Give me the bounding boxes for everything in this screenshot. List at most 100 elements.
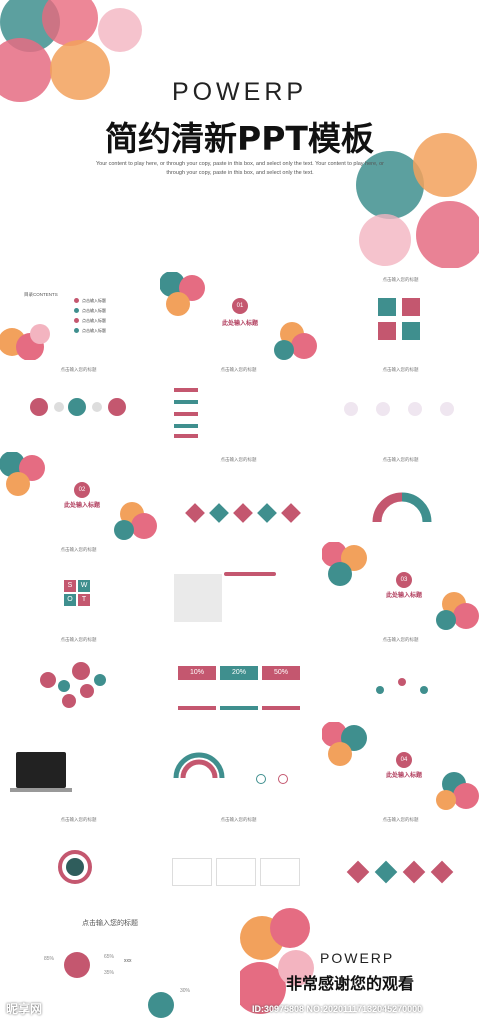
percent-cell: 10% [178,666,216,680]
circle-node [108,398,126,416]
flower-cluster-top-left [0,0,142,102]
slide-percent-table[interactable]: 10% 20% 50% [160,632,317,720]
slide-cycle[interactable]: 点击输入您的标题 [0,812,157,900]
slide-section-02[interactable]: 02 此处输入标题 [0,452,157,540]
section-number: 04 [396,752,412,768]
diamond-icon [402,860,426,884]
hero-title: 简约清新PPT模板 [105,119,374,158]
hex-icon [344,402,358,416]
timeline-node [398,678,406,686]
toc-item[interactable]: 点击输入标题 [82,298,106,303]
slide-diamond-icons[interactable]: 点击输入您的标题 [322,812,479,900]
icon-tile [378,298,396,316]
slide-photo[interactable] [160,542,317,630]
title-bar [224,572,276,576]
bar-item [174,400,198,404]
slide-title: 点击输入您的标题 [220,817,257,822]
flower-cluster [0,452,45,496]
circle-node [30,398,48,416]
slide-arc-chart[interactable]: 点击输入您的标题 [322,452,479,540]
circle-node [54,402,64,412]
thanks-title: 非常感谢您的观看 [286,974,415,993]
diamond-icon [430,860,454,884]
slide-thanks[interactable]: POWERP 非常感谢您的观看 [240,908,479,1024]
bubble [58,680,70,692]
diamond-icon [374,860,398,884]
table-footer [220,706,258,710]
toc-dot [74,298,79,303]
slide-icons-grid[interactable]: 点击输入您的标题 [322,272,479,360]
hex-icon [440,402,454,416]
slide-title: 点击输入您的标题 [220,367,257,372]
slide-bottom-chart[interactable]: 点击输入您的标题 85% 65% 35% 30% xxx [0,908,238,1024]
flower-cluster [322,722,367,766]
flower-cluster [322,542,367,586]
toc-item[interactable]: 点击输入标题 [82,318,106,323]
circle-node [68,398,86,416]
chart-circle [148,992,174,1018]
swot-o: O [64,594,76,606]
slide-diamonds[interactable]: 点击输入您的标题 [160,452,317,540]
rainbow-chart [173,752,225,779]
cycle-ring [58,850,92,884]
percent-label: 65% [104,954,115,960]
slide-bubbles[interactable]: 点击输入您的标题 [0,632,157,720]
circle-node [92,402,102,412]
bar-item [174,424,198,428]
timeline-node [420,686,428,694]
percent-label: 35% [104,970,115,976]
diamond-node [233,503,253,523]
info-box [216,858,256,886]
slide-rainbow[interactable] [160,722,317,810]
laptop-base [10,788,72,792]
bar-item [174,434,198,438]
percent-cell: 50% [262,666,300,680]
briefcase-circle [64,952,90,978]
slide-section-04[interactable]: 04 此处输入标题 [322,722,479,810]
flower-cluster [114,502,157,540]
slide-title: 点击输入您的标题 [382,457,419,462]
slide-section-01[interactable]: 01 此处输入标题 [160,272,317,360]
cycle-photo [66,858,84,876]
slide-list-bars[interactable]: 点击输入您的标题 [160,362,317,450]
swot-s: S [64,580,76,592]
diamond-node [209,503,229,523]
diamond-icon [346,860,370,884]
flower-cluster [0,324,50,360]
bar-item [174,412,198,416]
bubble [40,672,56,688]
bubble [94,674,106,686]
laptop-screen [16,752,66,788]
section-label: 此处输入标题 [64,503,101,509]
hex-icon [408,402,422,416]
slide-section-03[interactable]: 03 此处输入标题 [322,542,479,630]
toc-dot [74,308,79,313]
percent-cell: 20% [220,666,258,680]
toc-item[interactable]: 点击输入标题 [82,308,106,313]
slide-boxes[interactable]: 点击输入您的标题 [160,812,317,900]
table-footer [262,706,300,710]
slide-swot[interactable]: 点击输入您的标题 S W O T [0,542,157,630]
slide-hexagons[interactable]: 点击输入您的标题 [322,362,479,450]
slide-timeline[interactable]: 点击输入您的标题 [322,632,479,720]
slide-toc[interactable]: 目录CONTENTS 点击输入标题 点击输入标题 点击输入标题 点击输入标题 [0,272,157,360]
slide-circles[interactable]: 点击输入您的标题 [0,362,157,450]
badge: xxx [124,958,132,964]
swot-w: W [78,580,90,592]
info-box [172,858,212,886]
watermark-id: ID:30975808 NO:20201117132045270000 [252,1004,423,1014]
section-number: 03 [396,572,412,588]
table-footer [178,706,216,710]
bubble [80,684,94,698]
diamond-node [281,503,301,523]
photo [174,574,222,622]
toc-label: 目录CONTENTS [24,292,58,297]
slide-title: 点击输入您的标题 [382,277,419,282]
diamond-node [185,503,205,523]
flower-cluster [240,908,314,1014]
slide-laptop[interactable] [0,722,157,810]
slide-title: 点击输入您的标题 [220,457,257,462]
toc-item[interactable]: 点击输入标题 [82,328,106,333]
section-label: 此处输入标题 [386,773,423,779]
flower-cluster [160,272,205,316]
